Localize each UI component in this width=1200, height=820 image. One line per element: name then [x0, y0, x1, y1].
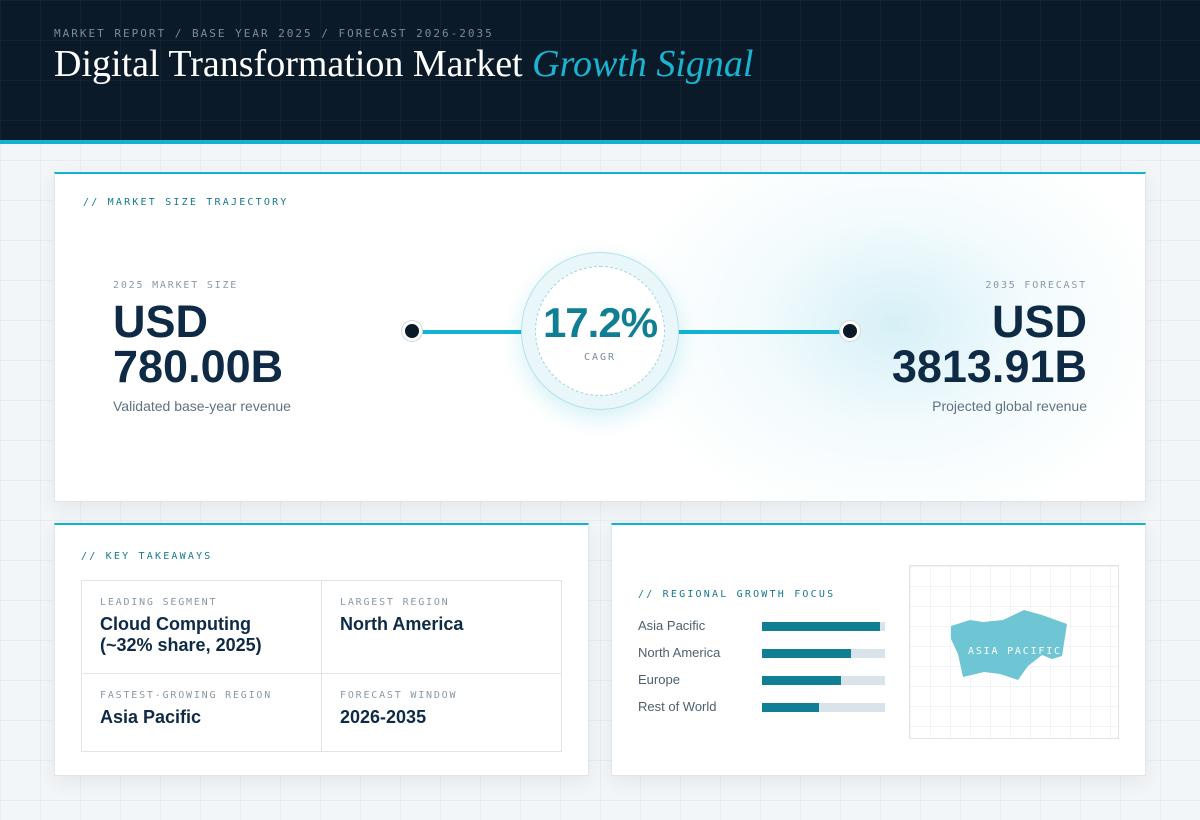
region-bar-row: Rest of World — [638, 699, 886, 715]
asia-pacific-map-shape — [951, 610, 1067, 680]
start-amount: 780.00B — [113, 341, 284, 392]
region-bar-track — [762, 676, 885, 685]
market-size-trajectory-card: // MARKET SIZE TRAJECTORY 2025 MARKET SI… — [54, 172, 1146, 502]
map-region-label: ASIA PACIFIC — [968, 646, 1062, 657]
takeaways-grid: LEADING SEGMENT Cloud Computing (~32% sh… — [81, 580, 562, 752]
region-bar-row: Asia Pacific — [638, 618, 886, 634]
report-eyebrow: MARKET REPORT / BASE YEAR 2025 / FORECAS… — [54, 27, 494, 40]
takeaway-forecast-window: FORECAST WINDOW 2026-2035 — [322, 674, 561, 751]
region-bar-row: North America — [638, 645, 886, 661]
cagr-badge: 17.2% CAGR — [521, 252, 679, 410]
takeaway-label: LEADING SEGMENT — [100, 597, 218, 608]
report-header: MARKET REPORT / BASE YEAR 2025 / FORECAS… — [0, 0, 1200, 144]
region-bar-fill — [762, 676, 841, 685]
regional-growth-card: // REGIONAL GROWTH FOCUS Asia Pacific No… — [611, 523, 1146, 776]
background-glow — [615, 174, 1145, 501]
key-takeaways-card: // KEY TAKEAWAYS LEADING SEGMENT Cloud C… — [54, 523, 589, 776]
region-bar-row: Europe — [638, 672, 886, 688]
end-dot — [840, 321, 860, 341]
end-amount: 3813.91B — [891, 341, 1087, 392]
start-metric-caption: Validated base-year revenue — [113, 398, 291, 414]
end-metric-caption: Projected global revenue — [932, 398, 1087, 414]
region-name: Europe — [638, 672, 680, 687]
region-map: ASIA PACIFIC — [909, 565, 1119, 739]
section-label-regional: // REGIONAL GROWTH FOCUS — [638, 589, 836, 600]
takeaway-label: LARGEST REGION — [340, 597, 450, 608]
end-metric-value: USD 3813.91B — [892, 299, 1087, 389]
start-metric: 2025 MARKET SIZE USD 780.00B Validated b… — [113, 280, 291, 414]
start-dot — [402, 321, 422, 341]
title-main: Digital Transformation Market — [54, 43, 533, 85]
start-currency: USD — [113, 296, 209, 347]
region-bar-track — [762, 703, 885, 712]
takeaway-leading-segment: LEADING SEGMENT Cloud Computing (~32% sh… — [82, 581, 322, 674]
takeaway-label: FORECAST WINDOW — [340, 690, 458, 701]
start-metric-label: 2025 MARKET SIZE — [113, 280, 239, 291]
takeaway-value-line1: Cloud Computing — [100, 614, 251, 634]
region-bar-track — [762, 649, 885, 658]
takeaway-largest-region: LARGEST REGION North America — [322, 581, 561, 674]
takeaway-fastest-growing-region: FASTEST-GROWING REGION Asia Pacific — [82, 674, 322, 751]
takeaway-value: Asia Pacific — [100, 707, 202, 727]
region-name: North America — [638, 645, 721, 660]
asia-pacific-region-shape — [951, 610, 1067, 680]
takeaway-value-line2: (~32% share, 2025) — [100, 635, 262, 655]
section-label-trajectory: // MARKET SIZE TRAJECTORY — [83, 197, 289, 208]
page-title: Digital Transformation Market Growth Sig… — [54, 42, 753, 86]
end-metric-label: 2035 FORECAST — [985, 280, 1087, 291]
end-currency: USD — [991, 296, 1087, 347]
region-bar-track — [762, 622, 885, 631]
region-bar-fill — [762, 649, 851, 658]
cagr-badge-inner: 17.2% CAGR — [535, 266, 665, 396]
region-bar-fill — [762, 703, 819, 712]
takeaway-value: 2026-2035 — [340, 707, 427, 727]
takeaway-value: North America — [340, 614, 464, 634]
title-accent: Growth Signal — [532, 43, 754, 85]
cagr-label: CAGR — [583, 352, 617, 363]
end-metric: 2035 FORECAST USD 3813.91B Projected glo… — [892, 280, 1087, 414]
region-bar-fill — [762, 622, 881, 631]
cagr-value: 17.2% — [542, 299, 658, 346]
takeaway-value: Cloud Computing (~32% share, 2025) — [100, 614, 303, 656]
takeaway-label: FASTEST-GROWING REGION — [100, 690, 273, 701]
region-name: Rest of World — [638, 699, 717, 714]
start-metric-value: USD 780.00B — [113, 299, 291, 389]
section-label-takeaways: // KEY TAKEAWAYS — [81, 551, 213, 562]
region-name: Asia Pacific — [638, 618, 706, 633]
